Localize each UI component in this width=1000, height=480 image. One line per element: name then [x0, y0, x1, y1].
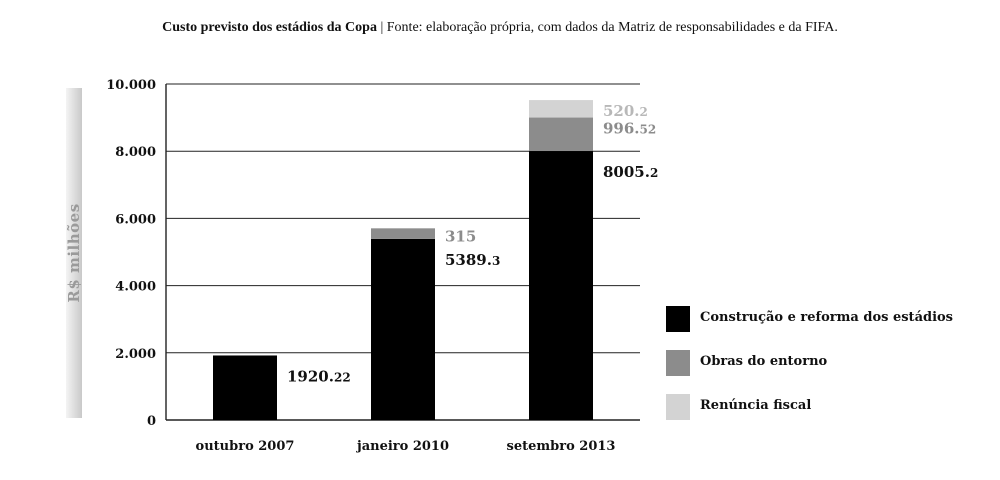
- x-tick-label: janeiro 2010: [356, 439, 449, 454]
- bar-segment: [529, 117, 593, 152]
- bar-segment: [371, 238, 435, 420]
- y-tick-label: 10.000: [106, 78, 156, 93]
- data-label-integer: 1920.: [287, 367, 334, 385]
- data-label-integer: 520.: [603, 102, 640, 120]
- legend-swatch-construcao: [666, 306, 690, 332]
- data-label: 8005.2: [603, 163, 658, 181]
- data-label-decimal: 3: [492, 254, 500, 268]
- legend-swatch-renuncia: [666, 394, 690, 420]
- legend-swatch-entorno: [666, 350, 690, 376]
- data-label-decimal: 22: [334, 370, 351, 384]
- data-label: 5389.3: [445, 251, 500, 269]
- bar-segment: [529, 151, 593, 421]
- bar-segment: [371, 228, 435, 239]
- bar-segment: [213, 355, 277, 420]
- data-label-integer: 5389.: [445, 251, 492, 269]
- chart-source: Fonte: elaboração própria, com dados da …: [386, 20, 838, 35]
- x-tick-label: outubro 2007: [196, 439, 295, 454]
- chart-title: Custo previsto dos estádios da Copa | Fo…: [0, 20, 1000, 36]
- data-label: 315: [445, 228, 476, 246]
- data-label: 520.2: [603, 102, 648, 120]
- chart-title-main: Custo previsto dos estádios da Copa: [162, 20, 377, 35]
- data-label-decimal: 2: [650, 166, 658, 180]
- data-label: 996.52: [603, 120, 656, 138]
- y-tick-label: 6.000: [115, 212, 156, 227]
- legend-label-entorno: Obras do entorno: [700, 354, 828, 369]
- data-label: 1920.22: [287, 367, 351, 385]
- data-label-decimal: 52: [640, 123, 657, 137]
- y-axis-label-band: [66, 88, 82, 418]
- legend-label-construcao: Construção e reforma dos estádios: [700, 310, 954, 325]
- data-label-decimal: 2: [640, 105, 648, 119]
- x-tick-label: setembro 2013: [507, 439, 616, 454]
- y-tick-label: 0: [147, 414, 156, 429]
- y-tick-label: 8.000: [115, 145, 156, 160]
- y-tick-label: 2.000: [115, 347, 156, 362]
- legend-label-renuncia: Renúncia fiscal: [700, 398, 812, 413]
- bar-segment: [529, 100, 593, 118]
- data-label-integer: 996.: [603, 120, 640, 138]
- data-label-integer: 8005.: [603, 163, 650, 181]
- data-label-integer: 315: [445, 228, 476, 246]
- title-separator: |: [376, 20, 387, 35]
- y-tick-label: 4.000: [115, 280, 156, 295]
